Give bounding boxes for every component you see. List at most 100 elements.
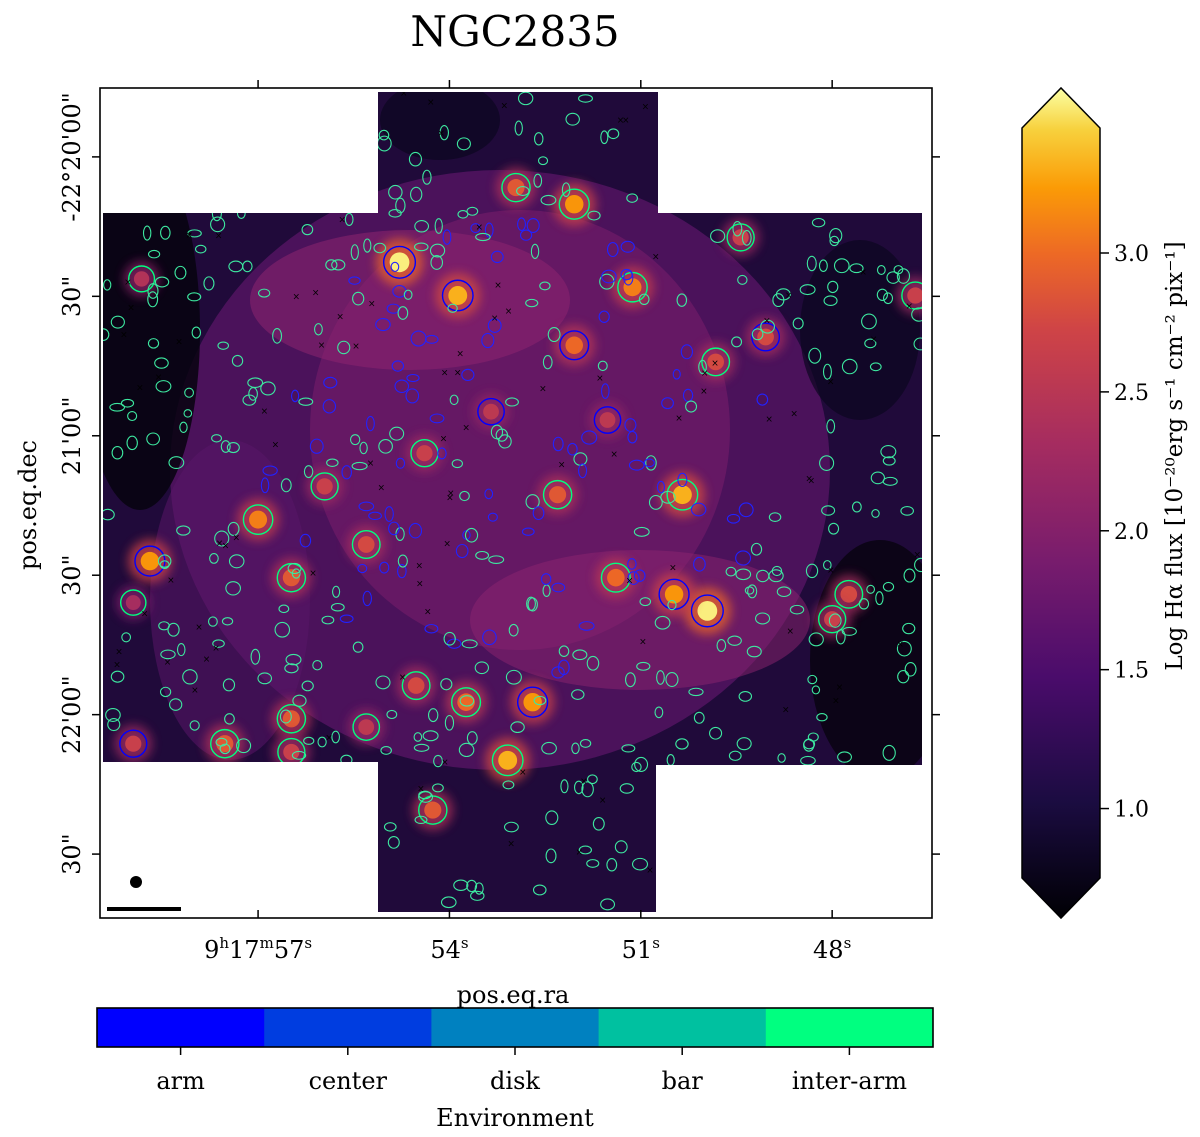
region-contour [565, 112, 580, 126]
region-core [498, 750, 518, 770]
region-contour [147, 291, 159, 308]
region-contour [578, 94, 594, 103]
region-contour [257, 672, 273, 685]
region-contour [834, 579, 864, 609]
source-marker: × [785, 291, 793, 301]
region-core [140, 551, 160, 571]
region-contour [628, 459, 645, 471]
region-contour [672, 368, 681, 380]
region-contour [408, 522, 423, 539]
region-contour [600, 562, 631, 593]
region-contour [453, 879, 469, 891]
region-contour [284, 663, 299, 674]
region-contour [158, 621, 170, 631]
region-contour [542, 479, 573, 510]
region-contour [451, 687, 482, 718]
region-contour [676, 293, 688, 307]
source-marker: × [195, 623, 203, 633]
region-contour [474, 661, 490, 675]
region-contour [677, 472, 688, 487]
region-contour [911, 307, 922, 322]
region-contour [551, 582, 566, 593]
region-contour [837, 751, 852, 763]
region-contour [643, 458, 655, 468]
region-contour [344, 212, 354, 226]
region-contour [187, 229, 202, 238]
source-marker: × [164, 658, 172, 668]
region-contour [176, 525, 191, 536]
region-core [357, 536, 375, 553]
region-contour [119, 589, 147, 616]
region-contour [325, 259, 338, 271]
region-contour [484, 488, 494, 500]
region-contour [212, 639, 225, 648]
x-tick-label: 54s [430, 934, 468, 964]
dark-lane [103, 150, 200, 510]
region-contour [571, 742, 580, 755]
region-contour [823, 295, 838, 306]
source-marker: × [136, 384, 144, 394]
region-contour [185, 779, 214, 808]
region-contour [735, 550, 752, 566]
region-contour [248, 386, 258, 401]
environment-tick-label: disk [490, 1067, 540, 1095]
region-contour [627, 558, 637, 570]
region-core [389, 252, 410, 273]
source-marker: × [870, 335, 878, 345]
region-contour [159, 686, 172, 698]
region-contour [516, 686, 549, 718]
source-marker: × [261, 407, 269, 417]
region-contour [876, 288, 888, 302]
region-contour [882, 744, 896, 761]
region-contour [155, 380, 172, 393]
region-core [483, 403, 499, 420]
region-contour [600, 898, 616, 911]
source-marker: × [185, 231, 193, 241]
region-contour [819, 455, 835, 471]
source-marker: × [782, 705, 790, 715]
region-contour [309, 438, 324, 454]
region-contour [491, 744, 524, 777]
region-contour [551, 666, 565, 679]
region-contour [184, 387, 194, 398]
source-marker: × [626, 577, 634, 587]
region-contour [828, 613, 842, 628]
region-contour [466, 731, 478, 745]
region-contour [571, 689, 585, 700]
source-marker: × [639, 638, 647, 648]
region-contour [433, 754, 443, 768]
source-marker: × [859, 268, 867, 278]
region-contour [533, 173, 543, 188]
region-contour [866, 584, 876, 594]
environment-segment-disk [431, 1008, 600, 1047]
region-contour [169, 698, 183, 711]
region-contour [661, 397, 674, 410]
region-contour [362, 590, 373, 607]
region-contour [323, 376, 338, 389]
region-core [249, 510, 268, 529]
region-contour [242, 504, 274, 535]
region-contour [617, 271, 648, 303]
source-marker: × [441, 758, 449, 768]
region-contour [600, 130, 609, 145]
source-marker: × [191, 686, 199, 696]
region-contour [401, 671, 431, 701]
region-contour [841, 358, 858, 375]
source-marker: × [115, 647, 123, 657]
region-core [840, 585, 858, 603]
region-contour [833, 258, 850, 274]
region-contour [214, 530, 230, 547]
region-contour [827, 280, 839, 294]
region-contour [731, 336, 743, 348]
region-contour [811, 217, 826, 228]
region-contour [607, 128, 620, 140]
region-contour [685, 400, 698, 413]
region-contour [386, 709, 398, 720]
source-marker: × [617, 116, 625, 126]
region-contour [572, 649, 588, 661]
region-contour [693, 556, 706, 572]
region-contour [624, 418, 637, 432]
region-core [416, 445, 433, 462]
environment-segment-arm [97, 1008, 265, 1047]
source-marker: × [367, 459, 375, 469]
